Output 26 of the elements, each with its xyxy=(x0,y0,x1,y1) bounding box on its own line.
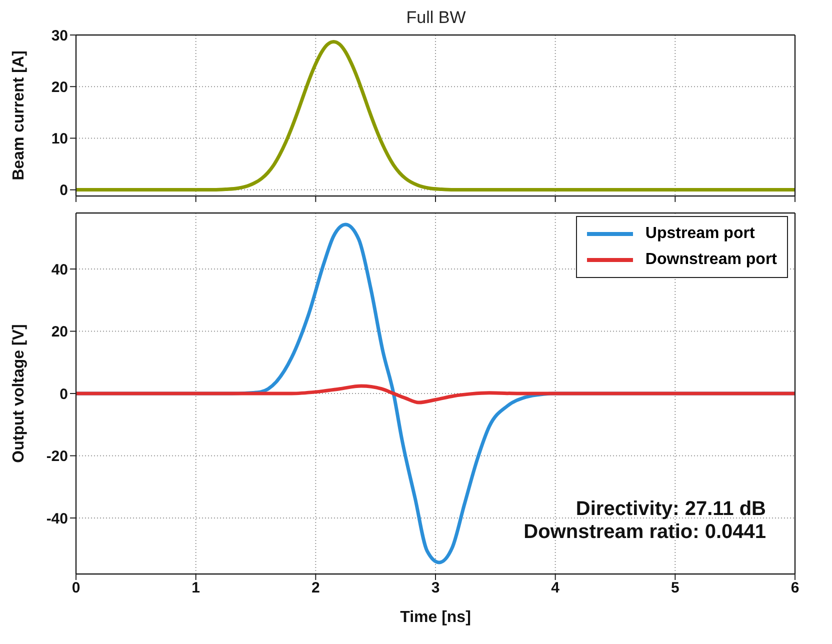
line-series xyxy=(76,384,795,404)
annotation: Directivity: 27.11 dB xyxy=(574,498,766,521)
y-tick-label: 0 xyxy=(60,386,68,403)
y-axis-title: Beam current [A] xyxy=(10,50,28,180)
annotation: Downstream ratio: 0.0441 xyxy=(524,521,766,544)
legend-label: Downstream port xyxy=(645,251,777,269)
y-tick-label: 0 xyxy=(60,182,68,200)
line-series xyxy=(76,40,795,192)
y-tick-label: 20 xyxy=(51,78,68,96)
y-tick-label: -40 xyxy=(46,510,68,528)
x-tick-label: 6 xyxy=(790,580,800,597)
x-tick-label: 3 xyxy=(431,580,440,597)
y-tick-label: 20 xyxy=(51,324,68,341)
x-tick-label: 2 xyxy=(311,580,320,597)
y-axis-title: Output voltage [V] xyxy=(10,324,28,463)
y-tick-label: -20 xyxy=(46,448,68,466)
chart-title: Full BW xyxy=(406,8,466,27)
x-tick-label: 1 xyxy=(192,580,200,597)
x-tick-label: 4 xyxy=(551,580,560,597)
x-tick-label: 0 xyxy=(72,580,80,597)
y-tick-label: 30 xyxy=(51,27,68,44)
legend-label: Upstream port xyxy=(645,225,755,243)
x-tick-label: 5 xyxy=(670,580,680,597)
x-axis-title: Time [ns] xyxy=(400,609,471,626)
y-tick-label: 40 xyxy=(51,261,68,278)
y-tick-label: 10 xyxy=(51,130,68,148)
